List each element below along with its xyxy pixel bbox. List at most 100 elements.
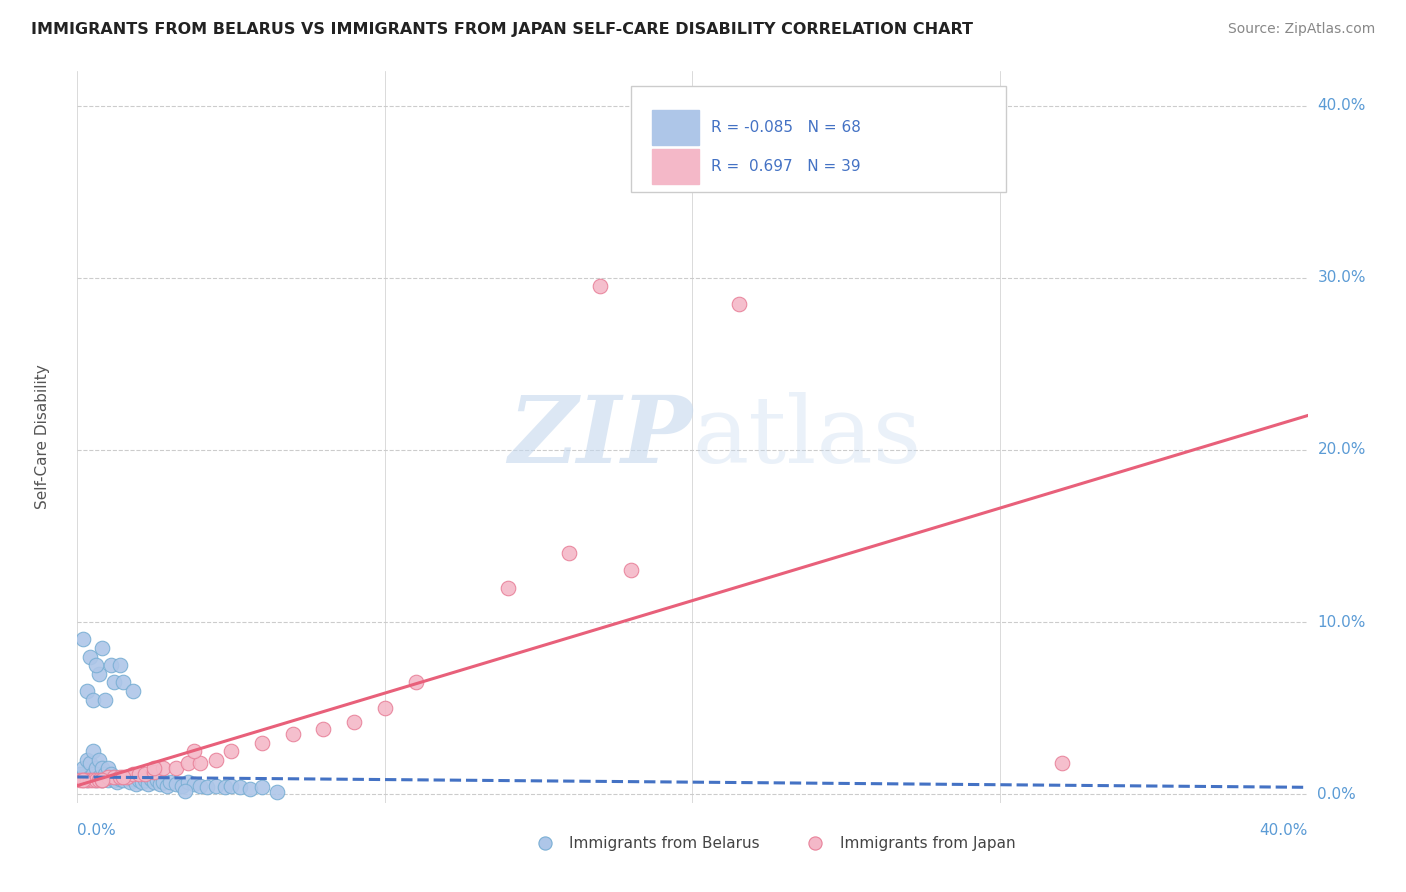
Point <box>82 744 104 758</box>
Point <box>72 632 94 647</box>
FancyBboxPatch shape <box>631 86 1007 192</box>
Point <box>558 546 581 560</box>
Point <box>128 766 150 780</box>
Point <box>134 773 156 788</box>
Point <box>90 773 114 788</box>
Point <box>87 770 110 784</box>
Point <box>94 692 117 706</box>
Point <box>131 775 153 789</box>
Point <box>1234 881 1257 892</box>
Point <box>105 775 128 789</box>
Point <box>239 782 262 797</box>
Bar <box>652 110 699 145</box>
Point <box>121 772 143 786</box>
Point <box>155 779 177 793</box>
Point <box>79 770 101 784</box>
Point <box>84 773 107 788</box>
Point <box>94 766 117 780</box>
Text: 40.0%: 40.0% <box>1260 823 1308 838</box>
Point <box>125 777 148 791</box>
Point <box>312 722 335 736</box>
Point <box>121 684 143 698</box>
Point <box>1050 756 1073 771</box>
Point <box>103 675 125 690</box>
Point <box>90 773 114 788</box>
Point <box>87 666 110 681</box>
Point <box>97 770 120 784</box>
Point <box>72 770 94 784</box>
Point <box>250 735 273 749</box>
Text: ZIP: ZIP <box>508 392 693 482</box>
Point <box>177 756 200 771</box>
Point <box>204 779 226 793</box>
Point <box>374 701 396 715</box>
Point <box>94 770 117 784</box>
Point <box>620 564 643 578</box>
Bar <box>652 149 699 184</box>
Point <box>177 775 200 789</box>
Point <box>90 640 114 655</box>
Point <box>84 761 107 775</box>
Text: R =  0.697   N = 39: R = 0.697 N = 39 <box>711 159 860 174</box>
Point <box>82 692 104 706</box>
Text: 10.0%: 10.0% <box>1317 615 1365 630</box>
Point <box>170 779 193 793</box>
Point <box>112 770 135 784</box>
Text: Immigrants from Japan: Immigrants from Japan <box>841 836 1015 851</box>
Point <box>110 770 132 784</box>
Point <box>72 773 94 788</box>
Text: R = -0.085   N = 68: R = -0.085 N = 68 <box>711 120 860 136</box>
Point <box>496 581 519 595</box>
Point <box>281 727 304 741</box>
Point <box>219 779 242 793</box>
Point <box>343 714 366 729</box>
Text: 20.0%: 20.0% <box>1317 442 1365 458</box>
Point <box>69 766 91 780</box>
Point <box>79 773 101 788</box>
Point <box>266 785 288 799</box>
Point <box>87 773 110 788</box>
Point <box>79 756 101 771</box>
Point <box>118 775 141 789</box>
Point <box>136 777 159 791</box>
Point <box>165 761 187 775</box>
Point <box>589 279 612 293</box>
Point <box>90 773 114 788</box>
Point <box>100 658 122 673</box>
Point <box>183 777 205 791</box>
Point <box>69 773 91 788</box>
Point <box>72 773 94 788</box>
Point <box>188 779 212 793</box>
Point <box>143 764 166 779</box>
Point <box>82 773 104 788</box>
Point <box>174 783 197 797</box>
Point <box>76 684 98 698</box>
Point <box>188 756 212 771</box>
Point <box>103 773 125 788</box>
Text: Source: ZipAtlas.com: Source: ZipAtlas.com <box>1227 22 1375 37</box>
Point <box>183 744 205 758</box>
Point <box>115 770 138 784</box>
Text: 30.0%: 30.0% <box>1317 270 1365 285</box>
Point <box>134 766 156 780</box>
Point <box>103 770 125 784</box>
Text: Self-Care Disability: Self-Care Disability <box>35 365 51 509</box>
Point <box>82 766 104 780</box>
Point <box>152 775 174 789</box>
Text: IMMIGRANTS FROM BELARUS VS IMMIGRANTS FROM JAPAN SELF-CARE DISABILITY CORRELATIO: IMMIGRANTS FROM BELARUS VS IMMIGRANTS FR… <box>31 22 973 37</box>
Text: 40.0%: 40.0% <box>1317 98 1365 113</box>
Point <box>152 761 174 775</box>
Point <box>110 772 132 786</box>
Point <box>146 773 169 788</box>
Point <box>110 658 132 673</box>
Point <box>115 770 138 784</box>
Point <box>76 773 98 788</box>
Text: 0.0%: 0.0% <box>77 823 117 838</box>
Point <box>143 775 166 789</box>
Point <box>121 766 143 780</box>
Point <box>76 773 98 788</box>
Point <box>100 766 122 780</box>
Text: Immigrants from Belarus: Immigrants from Belarus <box>569 836 761 851</box>
Text: atlas: atlas <box>693 392 922 482</box>
Point <box>112 773 135 788</box>
